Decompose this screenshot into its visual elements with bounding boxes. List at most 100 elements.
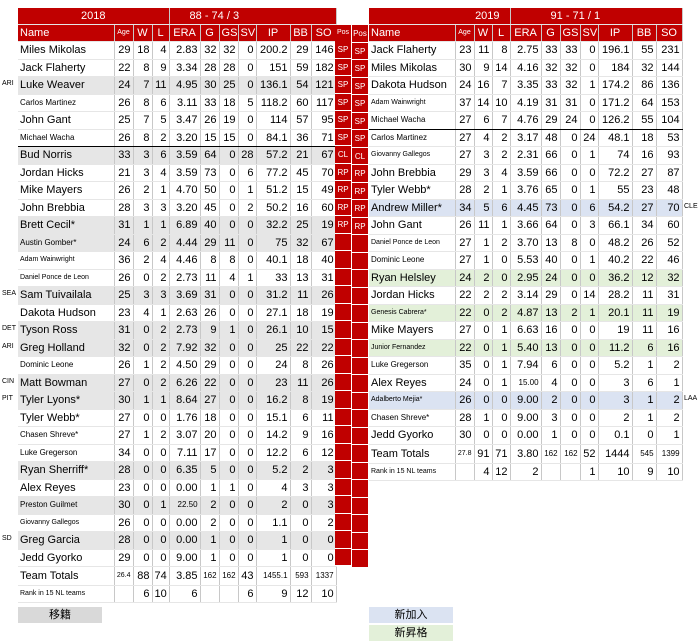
- player-name: Adam Wainwright: [18, 251, 115, 270]
- stat-l: 14: [492, 59, 511, 77]
- stat-so: 153: [656, 94, 683, 112]
- stat-ip: 77.2: [256, 164, 291, 182]
- stat-era: 6.35: [169, 461, 201, 480]
- stat-g: 45: [200, 199, 220, 217]
- position-badge: [335, 496, 351, 514]
- stat-ip: 15.1: [256, 409, 291, 427]
- stat-age: 26: [114, 94, 134, 112]
- stat-age: 26: [455, 216, 475, 235]
- stat-ip: 75: [256, 234, 291, 252]
- stat-l: 9: [152, 59, 170, 77]
- player-name: Miles Mikolas: [18, 41, 115, 60]
- table-row: John Brebbia 29 3 4 3.59 66 0 0 72.2 27 87: [369, 164, 683, 182]
- stat-ip: 50.2: [256, 199, 291, 217]
- stat-w: 2: [474, 181, 493, 200]
- stat-g: 17: [200, 444, 220, 462]
- stat-age: 37: [455, 94, 475, 112]
- stat-sv: 0: [238, 41, 257, 60]
- stat-w: 1: [133, 391, 153, 410]
- stat-gs: 18: [219, 94, 239, 112]
- position-badge: [352, 235, 368, 253]
- stat-l: 1: [492, 356, 511, 375]
- totals-bb: 545: [632, 443, 657, 464]
- stat-w: 1: [133, 216, 153, 235]
- stat-gs: 19: [219, 111, 239, 130]
- col-name: Name: [369, 24, 456, 42]
- stat-era: 3.59: [169, 146, 201, 165]
- stat-bb: 18: [290, 304, 312, 322]
- rank-so: 10: [311, 585, 337, 603]
- stat-age: 36: [114, 251, 134, 270]
- player-name: Giovanny Gallegos: [18, 514, 115, 532]
- stat-sv: 0: [580, 111, 599, 130]
- player-name: Jedd Gyorko: [369, 426, 456, 445]
- table-row: Tyler Webb* 28 2 1 3.76 65 0 1 55 23 48: [369, 181, 683, 200]
- col-gs: GS: [560, 24, 581, 42]
- season-record: 91 - 71 / 1: [510, 8, 683, 25]
- table-row: Michael Wacha 27 6 7 4.76 29 24 0 126.2 55 104: [369, 111, 683, 130]
- stat-ip: 184: [598, 59, 633, 77]
- stat-l: 0: [492, 391, 511, 410]
- rank-ip: 9: [256, 585, 291, 603]
- stat-l: 0: [152, 549, 170, 567]
- stat-g: 40: [541, 251, 561, 270]
- stat-bb: 16: [632, 146, 657, 165]
- table-row: Daniel Ponce de Leon 26 0 2 2.73 11 4 1 33 13 31: [18, 269, 337, 287]
- former-team-label: PIT: [2, 395, 13, 402]
- stat-l: 6: [152, 146, 170, 165]
- stat-so: 32: [656, 269, 683, 287]
- position-badge: SP: [352, 78, 368, 95]
- stat-sv: 1: [580, 181, 599, 200]
- stat-age: 22: [455, 339, 475, 357]
- stat-so: 182: [311, 59, 337, 77]
- stat-w: 0: [133, 339, 153, 357]
- stat-sv: 6: [238, 164, 257, 182]
- stat-age: 23: [114, 304, 134, 322]
- stat-sv: 0: [238, 216, 257, 235]
- stat-gs: 0: [560, 146, 581, 165]
- table-row: Greg Garcia 28 0 0 0.00 1 0 0 1 0 0: [18, 531, 337, 550]
- stat-ip: 19: [598, 321, 633, 340]
- stat-age: 30: [455, 426, 475, 445]
- stat-w: 2: [133, 251, 153, 270]
- stat-bb: 0: [632, 426, 657, 445]
- table-row: Adalberto Mejia* 26 0 0 9.00 2 0 0 3 1 2: [369, 391, 683, 410]
- stat-l: 1: [492, 339, 511, 357]
- stat-g: 2: [200, 514, 220, 532]
- stat-era: 7.92: [169, 339, 201, 357]
- stat-g: 18: [200, 409, 220, 427]
- stat-so: 19: [311, 304, 337, 322]
- stat-age: 31: [114, 321, 134, 340]
- stat-age: 29: [455, 164, 475, 182]
- col-w: W: [133, 24, 153, 42]
- col-g: G: [200, 24, 220, 42]
- stat-age: 26: [455, 391, 475, 410]
- table-row: Chasen Shreve* 28 1 0 9.00 3 0 0 2 1 2: [369, 409, 683, 427]
- stat-ip: 1.1: [256, 514, 291, 532]
- stat-era: 6.26: [169, 374, 201, 392]
- col-so: SO: [656, 24, 683, 42]
- stat-sv: 2: [238, 199, 257, 217]
- table-row: Junior Fernandez 22 0 1 5.40 13 0 0 11.2 6 16: [369, 339, 683, 357]
- stat-bb: 45: [290, 164, 312, 182]
- stat-g: 32: [200, 41, 220, 60]
- pos-header-left: Pos: [335, 25, 351, 41]
- stat-age: 23: [114, 479, 134, 497]
- player-name: Alex Reyes: [18, 479, 115, 497]
- stat-era: 4.45: [510, 199, 542, 217]
- stat-era: 3.20: [169, 129, 201, 147]
- stat-gs: 0: [219, 304, 239, 322]
- table-row: Jordan Hicks 22 2 2 3.14 29 0 14 28.2 11 31: [369, 286, 683, 305]
- player-name: Preston Guilmet: [18, 496, 115, 515]
- stat-l: 0: [492, 409, 511, 427]
- stat-era: 3.20: [169, 199, 201, 217]
- stat-age: 30: [114, 391, 134, 410]
- position-badge: [335, 339, 351, 356]
- stat-age: 24: [455, 76, 475, 95]
- stat-bb: 1: [632, 356, 657, 375]
- stat-sv: 1: [580, 251, 599, 270]
- rank-label: Rank in 15 NL teams: [18, 585, 115, 603]
- stat-w: 2: [474, 286, 493, 305]
- stat-ip: 51.2: [256, 181, 291, 200]
- stat-sv: 0: [580, 339, 599, 357]
